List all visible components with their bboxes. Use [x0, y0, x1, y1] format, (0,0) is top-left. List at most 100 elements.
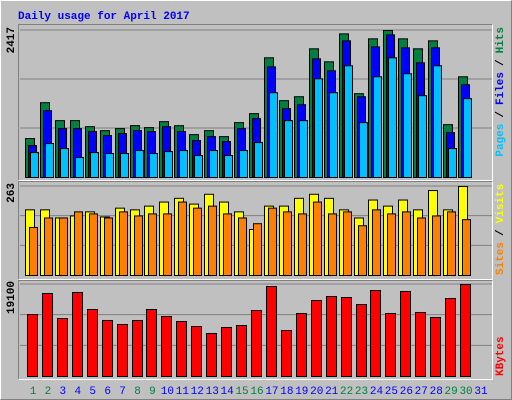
x-tick-label: 31: [474, 386, 488, 398]
x-tick-label: 7: [119, 386, 126, 398]
bar: [385, 312, 396, 377]
bar: [238, 217, 247, 276]
panel-light: [18, 24, 493, 181]
bar: [164, 151, 173, 178]
bar: [284, 120, 293, 178]
bar: [448, 148, 457, 179]
bar: [387, 213, 396, 276]
bar: [328, 213, 337, 276]
x-tick-label: 28: [430, 386, 443, 398]
x-tick-label: 16: [250, 386, 263, 398]
bar: [299, 120, 308, 178]
legend-entry: KBytes: [495, 336, 507, 376]
bar: [417, 217, 426, 276]
x-tick-label: 2: [45, 386, 52, 398]
bar: [191, 326, 202, 378]
bar: [313, 201, 322, 276]
legend: Sites / Visits: [495, 184, 507, 275]
bar: [105, 153, 114, 178]
bar: [329, 92, 338, 178]
bar: [445, 298, 456, 377]
bar: [29, 226, 38, 276]
bar: [209, 150, 218, 179]
x-tick-label: 15: [235, 386, 248, 398]
bar: [314, 78, 323, 178]
bar: [358, 225, 367, 276]
x-tick-label: 13: [206, 386, 219, 398]
bar: [460, 284, 471, 377]
x-tick-label: 29: [445, 386, 458, 398]
bar: [163, 213, 172, 276]
bar: [253, 223, 262, 276]
panel-light: [18, 181, 493, 280]
panel-dark: [18, 280, 493, 380]
x-tick-label: 3: [60, 386, 67, 398]
bar: [134, 215, 143, 277]
bar: [148, 213, 157, 276]
legend-separator: /: [495, 111, 507, 118]
chart-title: Daily usage for April 2017: [18, 11, 190, 23]
bar: [326, 295, 337, 377]
x-tick-label: 20: [310, 386, 323, 398]
bar: [135, 150, 144, 179]
bar: [57, 318, 68, 378]
bar: [430, 316, 441, 377]
bar: [178, 201, 187, 276]
bar: [236, 324, 247, 377]
bar: [75, 157, 84, 178]
legend-entry: Hits: [495, 27, 507, 53]
x-tick-label: 6: [104, 386, 111, 398]
bar: [161, 315, 172, 377]
bar: [176, 320, 187, 378]
bar: [415, 311, 426, 378]
bar: [370, 290, 381, 377]
bar: [400, 290, 411, 377]
bar: [433, 65, 442, 178]
legend-entry: Pages: [495, 124, 507, 157]
bar: [59, 217, 68, 276]
bar: [89, 213, 98, 276]
bar: [27, 314, 38, 377]
x-tick-label: 9: [149, 386, 156, 398]
y-tick-label: 2417: [6, 27, 18, 53]
bar: [221, 327, 232, 377]
bar: [341, 297, 352, 378]
bar: [193, 207, 202, 276]
bar: [120, 153, 129, 178]
x-tick-label: 11: [176, 386, 190, 398]
panel-dark: [18, 181, 493, 280]
bar: [45, 143, 54, 178]
bar: [44, 217, 53, 276]
bar: [194, 155, 203, 178]
bar: [60, 148, 69, 179]
x-tick-label: 23: [355, 386, 368, 398]
x-tick-label: 19: [295, 386, 308, 398]
bar: [356, 303, 367, 377]
bar: [132, 319, 143, 377]
x-tick-label: 18: [280, 386, 293, 398]
x-tick-label: 17: [265, 386, 278, 398]
x-tick-label: 26: [400, 386, 413, 398]
legend-entry: Visits: [495, 184, 507, 224]
bar: [146, 308, 157, 378]
bar: [104, 217, 113, 276]
bar: [403, 73, 412, 178]
bar: [372, 209, 381, 276]
bar: [87, 308, 98, 378]
bar: [224, 155, 233, 178]
bar: [281, 330, 292, 377]
legend-separator: /: [495, 229, 507, 236]
bar: [463, 98, 472, 178]
bar: [373, 76, 382, 178]
bar: [266, 286, 277, 378]
bar: [359, 122, 368, 178]
bar: [74, 211, 83, 277]
legend: KBytes: [495, 336, 507, 376]
bar: [268, 207, 277, 276]
x-tick-label: 1: [30, 386, 37, 398]
legend-entry: Sites: [495, 242, 507, 275]
bar: [402, 211, 411, 277]
bar: [311, 299, 322, 378]
bar: [208, 205, 217, 277]
